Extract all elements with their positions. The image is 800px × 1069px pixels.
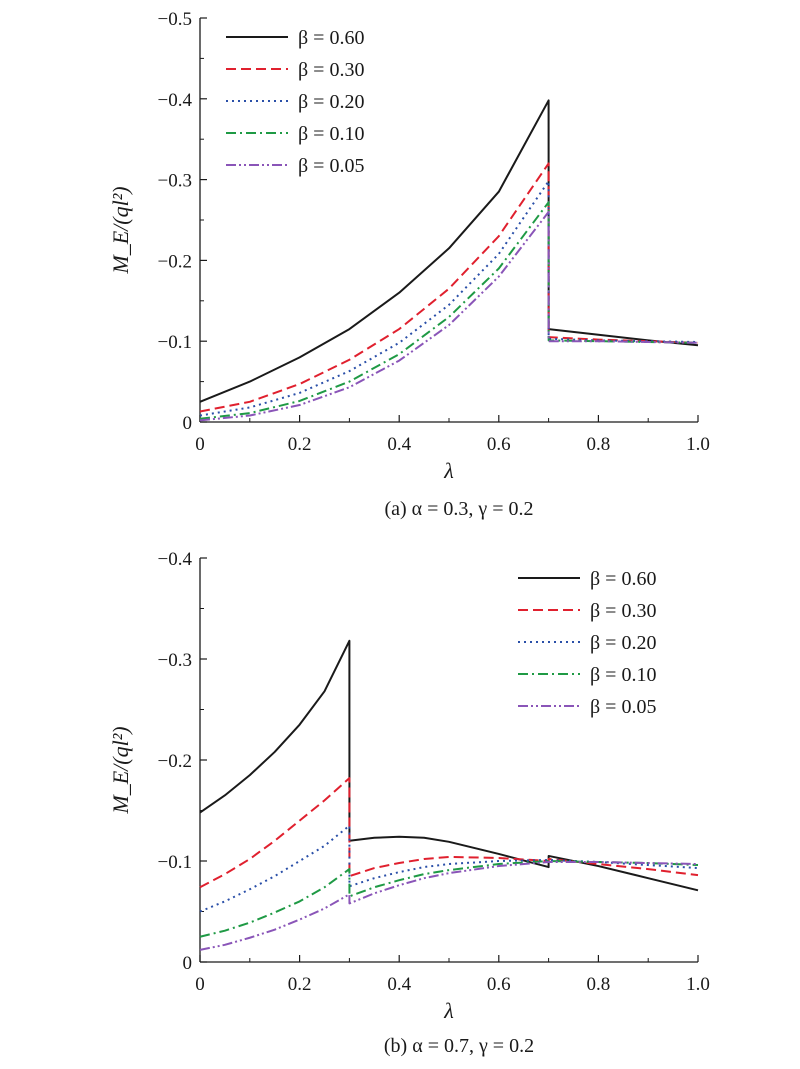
- x-tick-label: 0.2: [288, 434, 312, 455]
- x-tick-label: 0.4: [387, 974, 411, 995]
- series-line-1: [199, 777, 699, 889]
- y-tick-label: −0.2: [158, 251, 192, 272]
- legend-label-1: β = 0.30: [590, 600, 656, 622]
- series-line-4: [199, 861, 699, 951]
- y-tick-label: −0.3: [158, 650, 192, 671]
- x-tick-label: 0.6: [487, 434, 511, 455]
- panel-b: 0 0.2 0.4 0.6 0.8 1.0 0 −0.1 −0.2 −0.3 −0.4 λ M_E/(q…: [108, 549, 710, 1057]
- y-tick-label: −0.5: [158, 9, 192, 30]
- y-tick-label: −0.4: [158, 549, 193, 570]
- x-tick-label: 0: [195, 974, 205, 995]
- y-axis-title: M_E/(ql²): [108, 186, 133, 274]
- y-tick-label: −0.1: [158, 332, 192, 353]
- x-tick-label: 1.0: [686, 974, 710, 995]
- y-axis-title: M_E/(ql²): [108, 726, 133, 814]
- legend-label-4: β = 0.05: [590, 696, 656, 718]
- panel-caption: (a) α = 0.3, γ = 0.2: [384, 498, 533, 520]
- legend-label-3: β = 0.10: [298, 123, 364, 145]
- legend-label-4: β = 0.05: [298, 155, 364, 177]
- series-line-3: [199, 201, 699, 420]
- y-tick-label: 0: [183, 413, 193, 434]
- series-line-2: [199, 180, 699, 417]
- series-line-2: [199, 824, 699, 913]
- series-line-0: [199, 99, 699, 403]
- legend-label-0: β = 0.60: [590, 568, 656, 590]
- panel-a: 0 0.2 0.4 0.6 0.8 1.0 0 −0.1 −0.2 −0.3 −0.4 −0.5 λ M_…: [108, 9, 710, 520]
- legend-label-2: β = 0.20: [590, 632, 656, 654]
- series-line-4: [199, 210, 699, 422]
- x-tick-label: 0.8: [587, 434, 611, 455]
- x-tick-label: 0: [195, 434, 205, 455]
- x-tick-label: 1.0: [686, 434, 710, 455]
- y-tick-label: 0: [183, 953, 193, 974]
- y-tick-label: −0.1: [158, 852, 192, 873]
- legend-label-0: β = 0.60: [298, 27, 364, 49]
- x-tick-label: 0.8: [587, 974, 611, 995]
- legend-label-2: β = 0.20: [298, 91, 364, 113]
- series-line-1: [199, 162, 699, 413]
- x-tick-label: 0.2: [288, 974, 312, 995]
- panel-caption: (b) α = 0.7, γ = 0.2: [384, 1035, 534, 1057]
- x-tick-label: 0.6: [487, 974, 511, 995]
- legend-label-3: β = 0.10: [590, 664, 656, 686]
- y-tick-label: −0.4: [158, 90, 193, 111]
- x-tick-label: 0.4: [387, 434, 411, 455]
- y-tick-label: −0.2: [158, 751, 192, 772]
- legend-label-1: β = 0.30: [298, 59, 364, 81]
- series-line-0: [199, 639, 699, 892]
- x-axis-title: λ: [443, 458, 454, 483]
- y-tick-label: −0.3: [158, 171, 192, 192]
- x-axis-title: λ: [443, 998, 454, 1023]
